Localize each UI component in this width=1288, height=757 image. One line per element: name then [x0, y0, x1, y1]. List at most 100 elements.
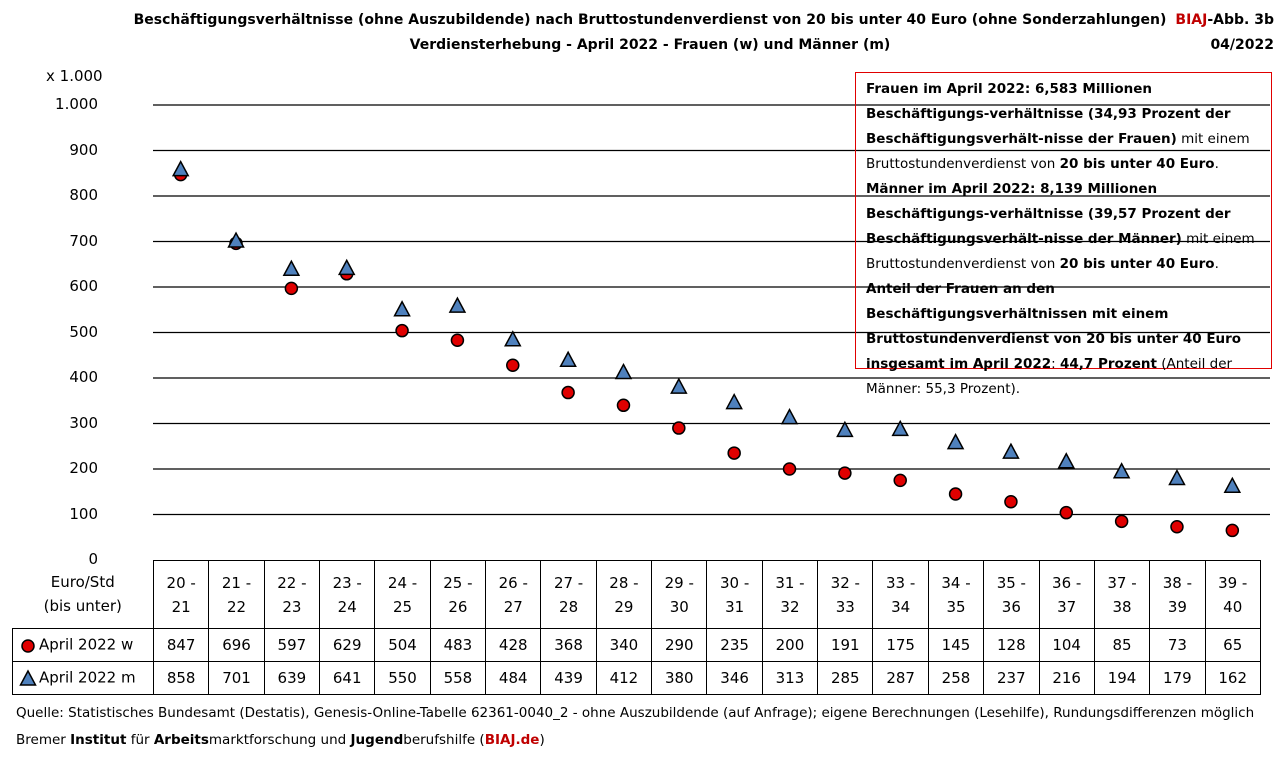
- category-cell: 35 - 36: [983, 560, 1040, 629]
- marker-triangle: [227, 231, 245, 248]
- value-cell: 313: [761, 661, 819, 695]
- x-tick-label: 29 - 30: [664, 573, 694, 616]
- y-tick-label: 800: [69, 186, 98, 204]
- value-cell: 847: [152, 628, 210, 662]
- x-tick-label: 21 - 22: [221, 573, 252, 616]
- value-cell: 639: [263, 661, 321, 695]
- x-tick-label: 39 - 40: [1218, 573, 1248, 616]
- marker-triangle: [946, 433, 965, 450]
- x-tick-label: 20 - 21: [166, 573, 196, 616]
- category-cell: 21 - 22: [208, 560, 265, 629]
- annotation-bold: Frauen im April 2022: 6,583 Millionen Be…: [866, 81, 1231, 147]
- marker-triangle: [282, 259, 301, 277]
- value-cell: 483: [429, 628, 487, 662]
- annotation-bold: 44,7 Prozent: [1060, 356, 1157, 372]
- footer-text: marktforschung und: [208, 732, 351, 748]
- marker-circle: [672, 421, 686, 435]
- header-row: Euro/Std (bis unter) 20 - 21 21 - 22 22 - 2…: [12, 560, 1261, 629]
- marker-triangle: [1057, 452, 1076, 469]
- y-tick-label: 100: [69, 504, 98, 523]
- marker-triangle: [891, 419, 909, 437]
- footer-bold: Institut: [70, 732, 127, 748]
- annotation-text: mit einem Bruttostundenverdienst von: [866, 231, 1255, 272]
- value-cell: 290: [651, 628, 708, 662]
- x-axis-label-text: Euro/Std (bis unter): [43, 573, 122, 616]
- value-cell: 858: [152, 661, 210, 695]
- annotation-text: :: [1051, 356, 1060, 372]
- marker-circle: [893, 473, 907, 488]
- annotation-paragraph: Frauen im April 2022: 6,583 Millionen Be…: [866, 77, 1261, 177]
- value-cell: 194: [1093, 661, 1151, 695]
- badge-brand: BIAJ: [1175, 12, 1208, 28]
- y-tick-label: 700: [69, 231, 98, 250]
- marker-triangle: [19, 669, 37, 686]
- annotation-text: mit einem Bruttostundenverdienst von: [866, 131, 1250, 172]
- category-cell: 33 - 34: [872, 560, 929, 629]
- x-tick-label: 28 - 29: [609, 573, 639, 616]
- value-cell: 558: [429, 661, 487, 695]
- x-tick-label: 36 - 37: [1052, 573, 1082, 616]
- x-axis-label: Euro/Std (bis unter): [12, 560, 154, 629]
- y-tick-label: 900: [69, 140, 98, 159]
- value-cell: 162: [1204, 661, 1261, 695]
- x-tick-label: 27 - 28: [553, 573, 584, 616]
- value-cell: 145: [927, 628, 985, 662]
- category-cell: 24 - 25: [374, 560, 431, 629]
- marker-triangle: [725, 392, 743, 410]
- legend-swatch: [21, 639, 35, 653]
- annotation-text: (Anteil der Männer: 55,3 Prozent).: [866, 356, 1233, 397]
- category-cell: 29 - 30: [651, 560, 708, 629]
- value-cell: 85: [1093, 628, 1151, 662]
- marker-triangle: [1168, 468, 1186, 486]
- marker-triangle: [614, 362, 633, 380]
- annotation-bold: Männer im April 2022: 8,139 Millionen Be…: [866, 181, 1231, 247]
- value-cell: 191: [817, 628, 874, 662]
- category-cell: 27 - 28: [540, 560, 597, 629]
- category-cell: 37 - 38: [1093, 560, 1151, 629]
- category-cell: 30 - 31: [706, 560, 763, 629]
- annotation-text: .: [1214, 156, 1219, 172]
- marker-circle: [838, 466, 852, 480]
- marker-triangle: [1002, 442, 1020, 459]
- marker-circle: [450, 333, 465, 347]
- value-cell: 412: [595, 661, 653, 695]
- marker-triangle: [504, 330, 522, 347]
- value-cell: 439: [540, 661, 597, 695]
- value-cell: 216: [1038, 661, 1095, 695]
- value-cell: 235: [706, 628, 763, 662]
- legend-swatch: [19, 669, 37, 686]
- y-tick-label: 0: [88, 550, 98, 568]
- marker-circle: [616, 398, 631, 413]
- legend-label: April 2022 w: [39, 635, 134, 654]
- marker-circle: [21, 639, 35, 653]
- category-cell: 25 - 26: [429, 560, 487, 629]
- annotation-paragraph: Männer im April 2022: 8,139 Millionen Be…: [866, 177, 1261, 277]
- legend-label: April 2022 m: [39, 668, 136, 687]
- footer-text: Bremer: [16, 732, 71, 748]
- footer-bold: Arbeits: [153, 732, 209, 748]
- x-tick-label: 33 - 34: [886, 573, 916, 616]
- y-tick-label: 300: [69, 413, 98, 432]
- legend-cell: April 2022 m: [12, 661, 154, 695]
- footer-text: ): [539, 732, 545, 748]
- footer-bold: BIAJ.de: [484, 732, 540, 748]
- value-cell: 258: [927, 661, 985, 695]
- value-cell: 175: [872, 628, 929, 662]
- x-tick-label: 35 - 36: [996, 573, 1026, 616]
- data-table: Euro/Std (bis unter) 20 - 21 21 - 22 22 - 2…: [12, 560, 1261, 695]
- marker-triangle: [337, 258, 356, 276]
- footer-text: Quelle: Statistisches Bundesamt (Destati…: [16, 705, 1255, 721]
- chart-title: Beschäftigungsverhältnisse (ohne Auszubi…: [133, 12, 1167, 28]
- value-cell: 696: [208, 628, 265, 662]
- value-cell: 380: [651, 661, 708, 695]
- value-cell: 73: [1149, 628, 1206, 662]
- footer-text: für: [126, 732, 154, 748]
- marker-circle: [1170, 520, 1184, 534]
- marker-circle: [1114, 514, 1129, 529]
- category-cell: 28 - 29: [595, 560, 653, 629]
- x-tick-label: 26 - 27: [498, 573, 528, 616]
- category-cell: 23 - 24: [319, 560, 376, 629]
- y-tick-label: 1.000: [55, 95, 98, 113]
- value-cell: 287: [872, 661, 929, 695]
- marker-circle: [727, 446, 741, 460]
